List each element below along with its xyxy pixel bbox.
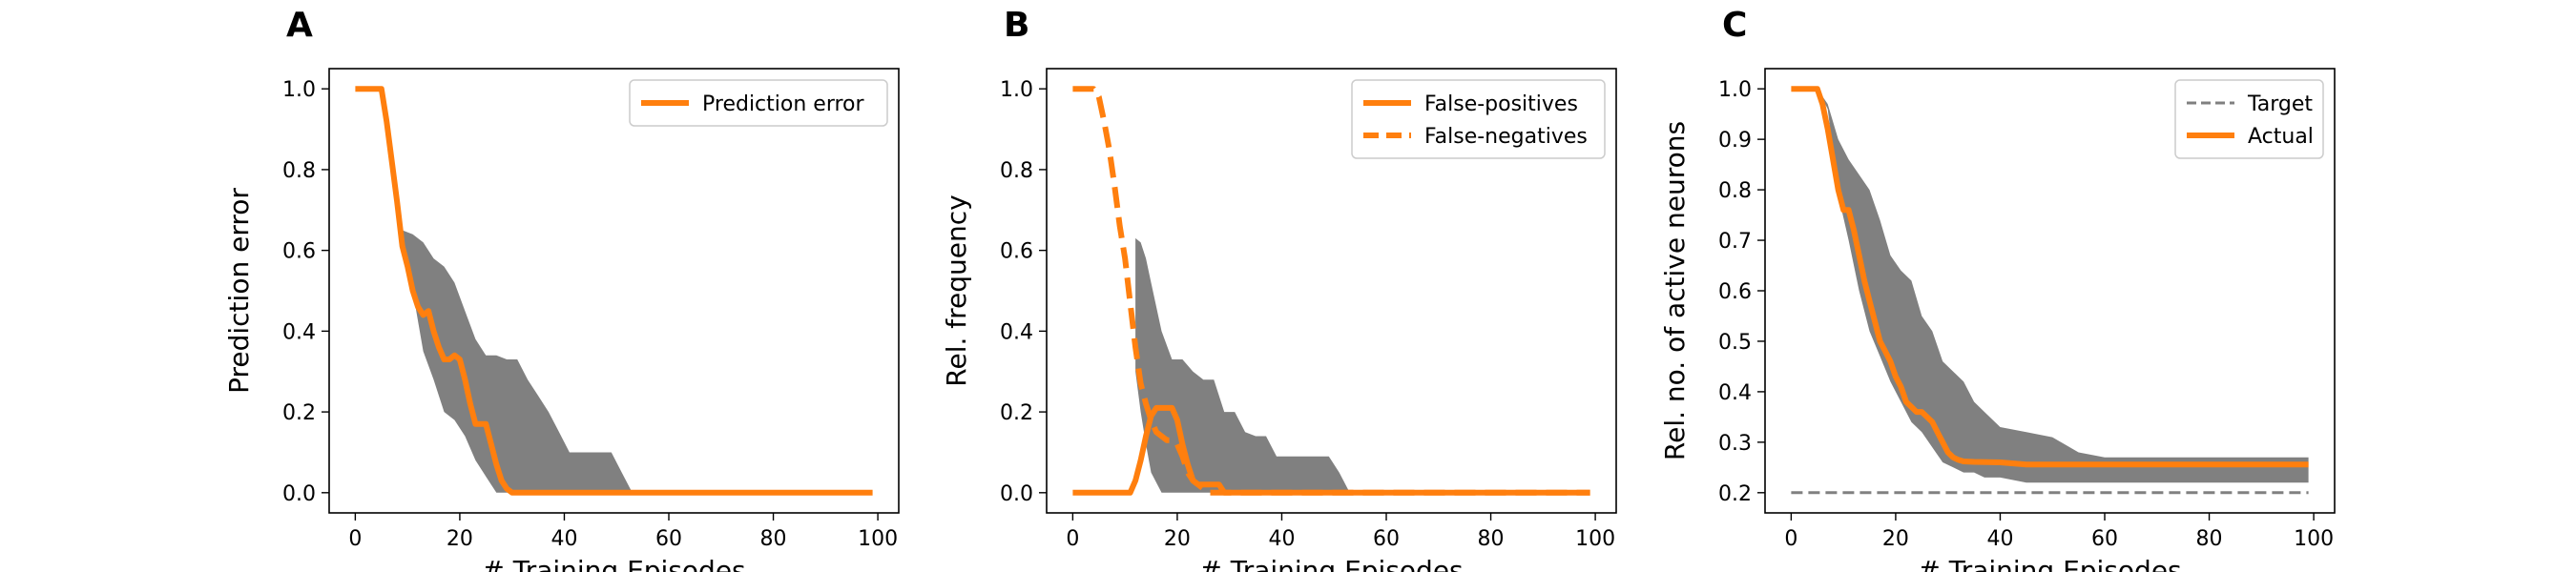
panel-letter: C [1722,6,1747,45]
x-tick-label: 0 [348,527,362,551]
x-tick-label: 80 [760,527,787,551]
y-axis-label: Rel. frequency [941,194,972,386]
legend-label: Prediction error [702,92,864,116]
y-tick-label: 0.6 [282,240,316,264]
y-tick-label: 0.7 [1718,230,1752,254]
x-tick-label: 20 [447,527,473,551]
legend: False-positives False-negatives [1351,79,1606,159]
y-tick-label: 0.3 [1718,432,1752,456]
series-line-false-negatives [1072,86,1590,496]
legend-label: Actual [2248,125,2314,149]
y-tick-label: 0.6 [1718,280,1752,304]
y-tick-label: 0.4 [1718,381,1752,405]
x-tick-label: 20 [1164,527,1191,551]
panel-letter: B [1004,6,1029,45]
legend-label: Target [2247,92,2313,116]
variability-band [1135,237,1350,493]
x-tick-label: 40 [551,527,577,551]
y-tick-label: 0.5 [1718,331,1752,355]
legend-label: False-positives [1424,92,1578,116]
y-tick-label: 1.0 [1000,78,1033,102]
panel-b: B 0 20 40 60 80 100 0.0 0.2 0.4 0.6 0.8 1.0 # Trainin… [941,6,1617,572]
x-tick-label: 0 [1066,527,1079,551]
y-tick-label: 0.8 [282,159,316,183]
legend: Prediction error [629,79,888,127]
variability-band [402,230,633,493]
y-tick-label: 0.4 [282,320,316,344]
x-tick-label: 100 [1575,527,1615,551]
x-tick-label: 100 [858,527,898,551]
legend: Target Actual [2174,79,2324,159]
panel-c: C 0 20 40 60 80 100 0.2 0.3 0.4 0.5 0.6 0.7 0.8 0.9 1.0… [1659,6,2336,572]
x-tick-label: 80 [1478,527,1505,551]
axes-frame [328,68,900,514]
y-tick-label: 0.2 [282,401,316,425]
x-tick-label: 0 [1784,527,1797,551]
legend-box [2174,79,2324,159]
y-tick-label: 0.0 [1000,482,1033,506]
y-tick-label: 1.0 [1718,78,1752,102]
y-tick-label: 0.2 [1000,401,1033,425]
x-tick-label: 80 [2196,527,2223,551]
legend-box [629,79,888,127]
series-line-actual [1791,86,2309,468]
x-tick-label: 40 [1986,527,2013,551]
y-tick-label: 0.8 [1000,159,1033,183]
y-axis-label: Rel. no. of active neurons [1659,121,1691,460]
legend-label: False-negatives [1424,125,1588,149]
variability-band [1817,89,2309,483]
legend-box [1351,79,1606,159]
panel-letter: A [286,6,313,45]
x-axis-label: # Training Episodes [482,555,745,572]
y-tick-label: 1.0 [282,78,316,102]
x-tick-label: 60 [2091,527,2118,551]
x-tick-label: 40 [1268,527,1295,551]
panel-a: A 0 20 40 60 80 100 0.0 0.2 0.4 0.6 0.8 1.0 # Trainin… [223,6,900,572]
x-axis-label: # Training Episodes [1199,555,1463,572]
x-axis-label: # Training Episodes [1918,555,2181,572]
y-tick-label: 0.8 [1718,179,1752,203]
y-tick-label: 0.0 [282,482,316,506]
y-tick-label: 0.6 [1000,240,1033,264]
y-tick-label: 0.9 [1718,129,1752,153]
x-tick-label: 60 [655,527,682,551]
x-tick-label: 100 [2294,527,2334,551]
series-line-prediction-error [355,86,873,496]
x-tick-label: 60 [1373,527,1400,551]
axes-frame [1046,68,1617,514]
y-tick-label: 0.4 [1000,320,1033,344]
y-tick-label: 0.2 [1718,482,1752,506]
y-axis-label: Prediction error [223,188,255,394]
x-tick-label: 20 [1882,527,1909,551]
